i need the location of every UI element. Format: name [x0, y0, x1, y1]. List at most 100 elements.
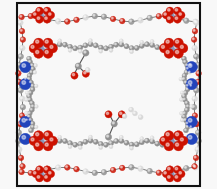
Circle shape — [119, 18, 125, 24]
Circle shape — [179, 172, 181, 174]
Circle shape — [30, 108, 32, 110]
Circle shape — [28, 90, 33, 95]
Circle shape — [184, 91, 186, 93]
Circle shape — [120, 40, 121, 41]
Circle shape — [45, 133, 48, 136]
Circle shape — [160, 46, 165, 51]
Circle shape — [184, 60, 185, 62]
Circle shape — [130, 166, 132, 167]
Circle shape — [119, 165, 125, 171]
Circle shape — [107, 135, 109, 137]
Circle shape — [74, 17, 79, 23]
Circle shape — [98, 45, 103, 50]
Circle shape — [111, 17, 113, 19]
Circle shape — [88, 42, 93, 47]
Circle shape — [21, 46, 22, 48]
Circle shape — [38, 170, 40, 172]
Circle shape — [93, 139, 98, 144]
Circle shape — [63, 139, 65, 141]
Circle shape — [147, 168, 153, 174]
Circle shape — [157, 171, 159, 173]
Circle shape — [79, 143, 80, 144]
Circle shape — [49, 13, 51, 15]
Circle shape — [128, 19, 134, 25]
Circle shape — [30, 101, 34, 105]
Circle shape — [185, 125, 190, 129]
Circle shape — [106, 112, 109, 115]
Circle shape — [34, 125, 38, 129]
Circle shape — [192, 96, 197, 101]
Circle shape — [94, 140, 96, 142]
Circle shape — [36, 143, 39, 146]
Circle shape — [193, 165, 195, 167]
Circle shape — [174, 12, 177, 15]
Circle shape — [120, 43, 122, 45]
Circle shape — [46, 167, 52, 172]
Circle shape — [48, 43, 58, 53]
Circle shape — [31, 84, 33, 86]
Circle shape — [155, 141, 160, 146]
Circle shape — [183, 118, 188, 123]
Circle shape — [36, 166, 43, 174]
Circle shape — [188, 81, 192, 84]
Circle shape — [140, 141, 142, 142]
Circle shape — [102, 170, 104, 172]
Circle shape — [52, 140, 57, 145]
Circle shape — [35, 105, 38, 108]
Circle shape — [155, 45, 160, 50]
Circle shape — [109, 48, 113, 52]
Circle shape — [183, 90, 188, 95]
Circle shape — [47, 18, 49, 19]
Circle shape — [85, 67, 90, 72]
Circle shape — [188, 70, 192, 74]
Circle shape — [151, 40, 152, 42]
Circle shape — [31, 88, 33, 89]
Circle shape — [89, 136, 91, 137]
Circle shape — [124, 44, 129, 49]
Circle shape — [186, 104, 190, 109]
Circle shape — [105, 134, 112, 140]
Circle shape — [59, 40, 60, 41]
Circle shape — [110, 49, 111, 50]
Circle shape — [17, 131, 19, 133]
Circle shape — [28, 95, 29, 96]
Circle shape — [34, 71, 35, 72]
Circle shape — [134, 45, 139, 50]
Circle shape — [72, 142, 78, 147]
Circle shape — [19, 156, 21, 158]
Circle shape — [145, 43, 147, 44]
Circle shape — [28, 112, 30, 113]
Circle shape — [99, 46, 101, 48]
Circle shape — [185, 101, 187, 103]
Circle shape — [30, 63, 35, 68]
Circle shape — [174, 137, 178, 141]
Circle shape — [74, 143, 75, 145]
Circle shape — [195, 89, 196, 90]
Circle shape — [194, 20, 196, 22]
Circle shape — [175, 17, 177, 19]
Circle shape — [43, 174, 51, 182]
Circle shape — [19, 21, 20, 23]
Circle shape — [25, 78, 26, 79]
Circle shape — [185, 19, 186, 21]
Circle shape — [186, 67, 188, 69]
Circle shape — [20, 170, 22, 172]
Circle shape — [194, 166, 196, 167]
Circle shape — [185, 121, 190, 126]
Circle shape — [49, 172, 51, 174]
Circle shape — [144, 138, 150, 143]
Circle shape — [43, 131, 53, 141]
Circle shape — [36, 45, 39, 48]
Circle shape — [69, 49, 70, 50]
Circle shape — [45, 17, 47, 19]
Circle shape — [43, 166, 51, 174]
Circle shape — [24, 77, 28, 81]
Circle shape — [71, 72, 78, 79]
Circle shape — [196, 148, 198, 149]
Circle shape — [30, 101, 32, 103]
Circle shape — [25, 98, 28, 101]
Circle shape — [180, 45, 183, 48]
Circle shape — [176, 50, 179, 54]
Circle shape — [123, 115, 125, 116]
Circle shape — [120, 136, 121, 137]
